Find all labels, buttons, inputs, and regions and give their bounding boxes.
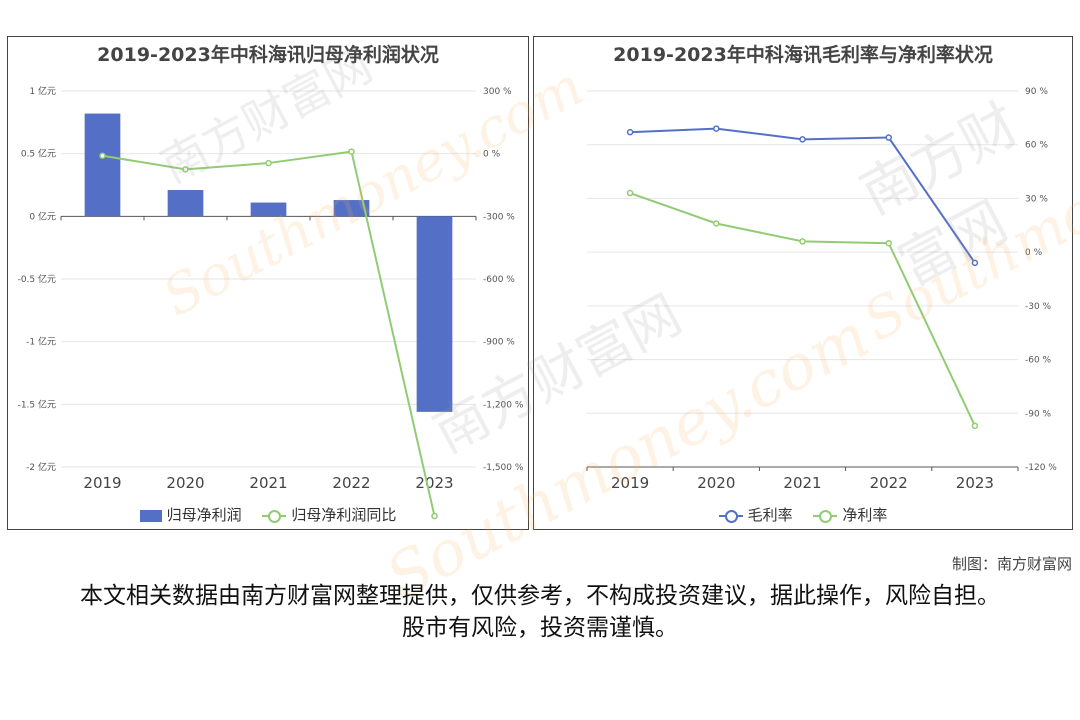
y-right-tick-label: -90 % [1025,409,1052,419]
legend-label: 毛利率 [747,506,793,524]
legend-item-net-margin[interactable]: 净利率 [813,504,887,525]
legend-bar-swatch [139,509,162,522]
y-right-tick-label: 300 % [483,87,512,97]
chart-panel-margins: 90 % 60 % 30 % 0 % -30 % -60 % -90 % -120 % 2019… [533,36,1073,530]
y-right-tick-label: 0 % [483,150,501,160]
legend-label: 归母净利润 [166,506,242,524]
x-tick-label: 2020 [166,474,204,492]
chart-legend: 毛利率 净利率 [534,504,1072,525]
x-tick-label: 2021 [783,474,821,492]
margins-chart: 90 % 60 % 30 % 0 % -30 % -60 % -90 % -120 % 2019… [586,87,1057,492]
line-point [713,125,720,132]
bar [416,216,453,412]
legend-line-swatch [813,509,838,523]
y-left-tick-label: 0 亿元 [29,210,56,222]
legend-item-line[interactable]: 归母净利润同比 [262,504,396,525]
x-tick-label: 2019 [611,474,649,492]
line-point [348,148,355,155]
x-tick-label: 2023 [415,474,453,492]
line-point [885,239,892,247]
y-right-tick-label: 90 % [1025,87,1048,97]
chart-panel-net-profit: 1 亿元 0.5 亿元 0 亿元 -0.5 亿元 -1 亿元 -1.5 亿元 -2 亿元 30… [7,36,529,530]
legend-item-bar[interactable]: 归母净利润 [139,504,242,525]
bar [84,113,121,217]
net-profit-chart: 1 亿元 0.5 亿元 0 亿元 -0.5 亿元 -1 亿元 -1.5 亿元 -2 亿元 30… [18,85,524,520]
legend-item-gross-margin[interactable]: 毛利率 [718,504,793,525]
y-left-tick-label: -0.5 亿元 [18,273,56,285]
y-right-tick-label: -30 % [1025,302,1052,312]
line-point [971,422,979,430]
x-tick-label: 2022 [332,474,370,492]
y-right-tick-label: -60 % [1025,356,1052,366]
chart-legend: 归母净利润 归母净利润同比 [8,504,528,525]
legend-line-swatch [718,509,743,523]
y-left-tick-label: -1.5 亿元 [18,398,56,410]
line-point [626,128,634,136]
line-point [182,166,189,173]
y-left-tick-label: -1 亿元 [26,336,56,348]
line-point [99,152,106,160]
chart-title: 2019-2023年中科海讯归母净利润状况 [97,44,439,66]
disclaimer-text: 本文相关数据由南方财富网整理提供，仅供参考，不构成投资建议，据此操作，风险自担。… [80,583,1000,641]
line-point [713,220,720,227]
series-line [629,192,976,427]
y-left-tick-label: 0.5 亿元 [21,148,56,160]
chart-title: 2019-2023年中科海讯毛利率与净利率状况 [613,44,993,66]
line-point [626,189,634,197]
x-tick-label: 2023 [956,474,994,492]
y-right-tick-label: 0 % [1025,248,1043,258]
x-tick-label: 2019 [83,474,121,492]
chart-credit: 制图：南方财富网 [951,555,1072,573]
y-right-tick-label: -300 % [483,212,515,222]
y-right-tick-label: -1,200 % [483,400,524,410]
y-right-tick-label: 30 % [1025,194,1048,204]
y-right-tick-label: -600 % [483,275,515,285]
bar [250,202,287,217]
y-right-tick-label: -1,500 % [483,463,524,473]
y-left-tick-label: 1 亿元 [29,85,56,97]
x-tick-label: 2022 [870,474,908,492]
y-right-tick-label: -120 % [1025,463,1057,473]
line-point [885,134,892,141]
y-right-tick-label: 60 % [1025,141,1048,151]
line-point [971,259,979,267]
line-point [799,238,806,245]
line-point [431,512,438,520]
y-right-tick-label: -900 % [483,338,515,348]
x-tick-label: 2021 [249,474,287,492]
bar [333,200,370,217]
legend-line-swatch [262,509,287,523]
y-left-tick-label: -2 亿元 [26,461,56,473]
legend-label: 归母净利润同比 [291,506,397,524]
bar [167,190,204,217]
x-tick-label: 2020 [697,474,735,492]
line-point [799,136,806,143]
legend-label: 净利率 [842,506,888,524]
line-point [265,159,272,167]
